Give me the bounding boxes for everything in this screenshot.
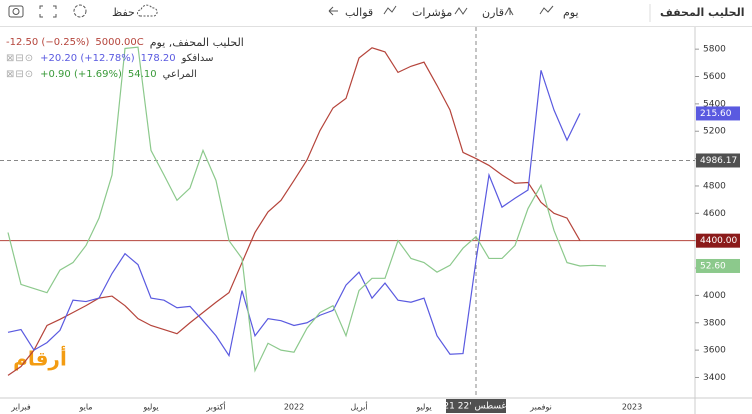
price-tag: 4400.00	[700, 236, 737, 246]
templates-icon	[383, 5, 397, 15]
legend-row: -12.50 (−0.25%) 5000.00C الحليب المحفف, يو…	[6, 34, 244, 50]
x-tick-label: 2023	[622, 403, 642, 412]
crosshair-price-box	[696, 153, 740, 168]
y-tick-label: 3800	[703, 318, 726, 328]
legend-name: سدافكو	[181, 52, 214, 64]
indicators-button[interactable]: مؤشرات	[412, 6, 453, 19]
x-tick-label: أبريل	[350, 402, 367, 412]
price-tag-box	[696, 233, 740, 248]
toolbar: حفظ قوالب مؤشرات قارن يوم الحليب المحفف	[0, 0, 752, 27]
line-type-icon[interactable]	[539, 5, 554, 15]
legend-value: 5000.00C	[95, 36, 144, 48]
series-line	[7, 47, 581, 376]
y-tick-label: 5800	[703, 45, 726, 55]
camera-lens	[12, 8, 20, 15]
toolbar-icons	[8, 4, 651, 22]
x-tick-label: مايو	[78, 403, 92, 412]
crosshair-date-box	[446, 399, 506, 413]
x-tick-label: 2022	[284, 403, 304, 412]
y-tick-label: 5200	[703, 127, 726, 137]
y-tick-label: 4600	[703, 209, 726, 219]
legend-change: -12.50 (−0.25%)	[6, 36, 90, 48]
price-tag-box	[696, 106, 740, 121]
series-line	[7, 46, 607, 373]
symbol-title[interactable]: الحليب المحفف	[660, 6, 745, 19]
y-tick-label: 5600	[703, 72, 726, 82]
price-tag: 215.60	[700, 109, 732, 119]
legend: -12.50 (−0.25%) 5000.00C الحليب المحفف, يو…	[6, 34, 244, 82]
y-tick-label: 4000	[703, 291, 726, 301]
cloud-icon[interactable]	[136, 4, 158, 17]
x-tick-label: يوليو	[415, 403, 431, 412]
legend-change: +20.20 (+12.78%)	[40, 52, 135, 64]
compare-button[interactable]: قارن	[482, 6, 504, 19]
compare-icon	[504, 6, 514, 16]
legend-change: +0.90 (+1.69%)	[40, 68, 122, 80]
x-tick-label: فبراير	[10, 403, 31, 412]
interval-button[interactable]: يوم	[563, 6, 579, 19]
y-tick-label: 3600	[703, 346, 726, 356]
price-tag-box	[696, 258, 740, 273]
legend-row: ⊠⊟⊙ +0.90 (+1.69%) 54.10 المراعي	[6, 66, 244, 82]
price-tag: 52.60	[700, 261, 726, 271]
x-tick-label: نوفمبر	[529, 403, 552, 412]
y-tick-label: 5400	[703, 99, 726, 109]
x-tick-label: يوليو	[142, 403, 158, 412]
templates-button[interactable]: قوالب	[345, 6, 374, 19]
crosshair-date: 21 أغسطس '22	[443, 400, 508, 412]
legend-value: 178.20	[140, 52, 176, 64]
legend-buttons: ⊠⊟⊙	[6, 52, 35, 64]
legend-name: الحليب المحفف, يوم	[149, 35, 244, 49]
legend-buttons: ⊠⊟⊙	[6, 68, 35, 80]
watermark: أرقام	[13, 345, 67, 371]
camera-icon[interactable]	[8, 5, 24, 18]
y-tick-label: 3400	[703, 373, 726, 383]
y-tick-label: 4800	[703, 181, 726, 191]
undo-icon[interactable]	[328, 6, 338, 16]
indicators-icon	[454, 7, 468, 15]
settings-icon[interactable]	[73, 4, 87, 18]
legend-name: المراعي	[162, 68, 197, 80]
x-tick-label: أكتوبر	[205, 402, 225, 412]
fullscreen-icon[interactable]	[39, 5, 57, 18]
legend-value: 54.10	[127, 68, 157, 80]
series-line	[7, 70, 581, 358]
legend-row: ⊠⊟⊙ +20.20 (+12.78%) 178.20 سدافكو	[6, 50, 244, 66]
crosshair-price: 4986.17	[700, 156, 737, 166]
save-button[interactable]: حفظ	[112, 6, 135, 19]
